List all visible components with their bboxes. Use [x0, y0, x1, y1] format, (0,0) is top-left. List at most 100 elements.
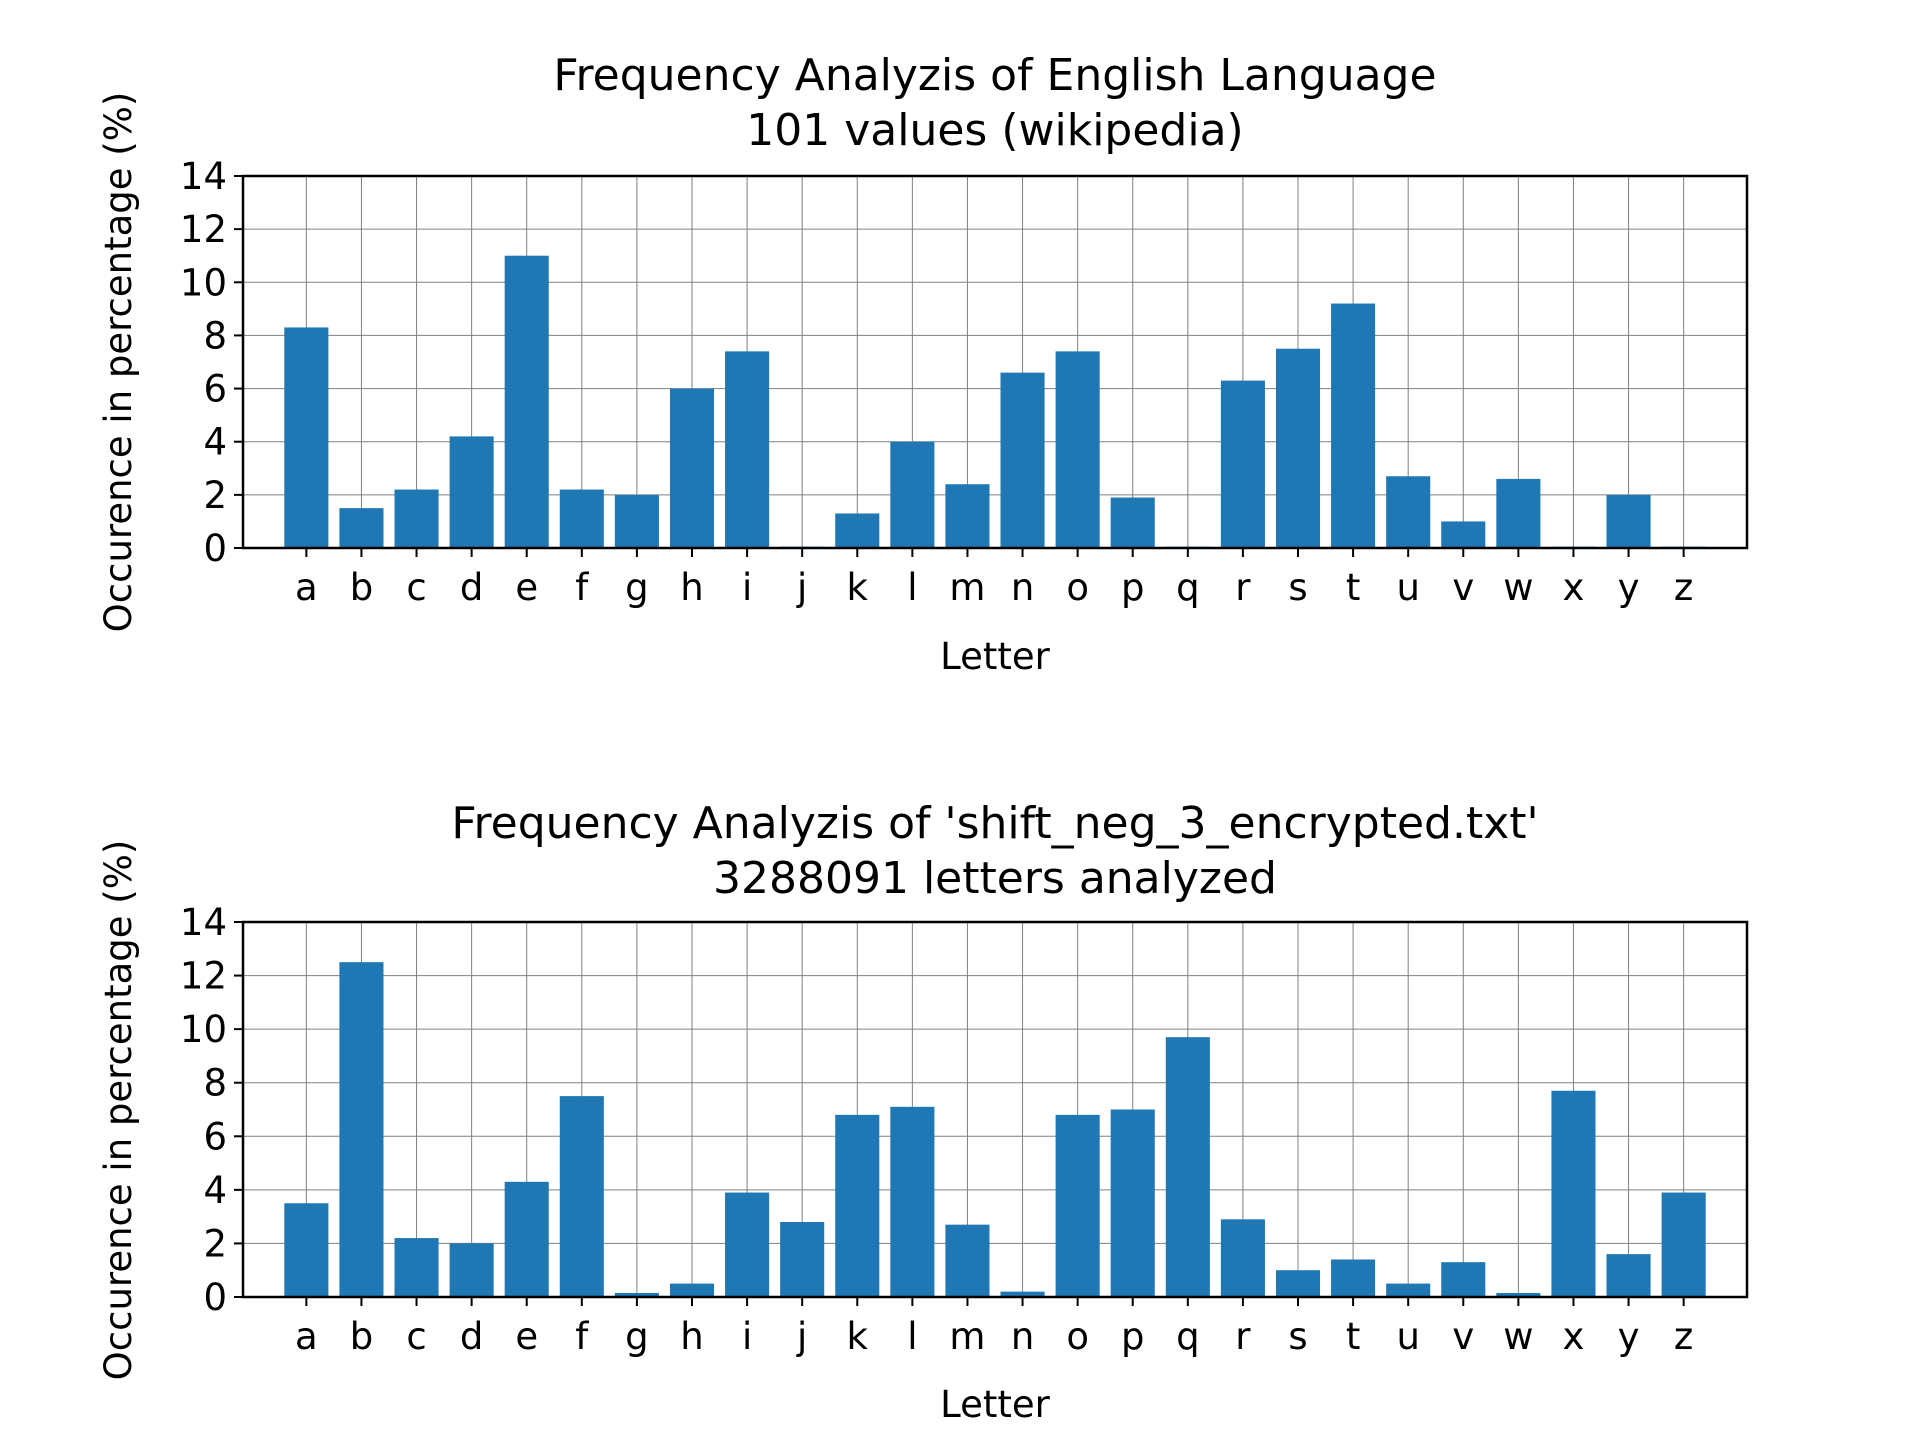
- x-tick-label: j: [796, 1315, 807, 1358]
- bar-b: [339, 962, 384, 1297]
- x-tick-label: r: [1235, 1315, 1251, 1358]
- bar-e: [504, 255, 549, 548]
- bar-d: [449, 1243, 494, 1297]
- y-tick-label: 8: [203, 314, 227, 357]
- bar-p: [1110, 497, 1155, 548]
- x-tick-label: i: [742, 1315, 752, 1358]
- bar-k: [835, 1114, 880, 1297]
- plot-frame: [241, 920, 1749, 1299]
- x-tick-label: x: [1563, 566, 1585, 609]
- plot-frame: [241, 174, 1749, 550]
- bar-u: [1386, 476, 1431, 548]
- x-tick-label: s: [1288, 1315, 1307, 1358]
- bar-v: [1441, 521, 1486, 548]
- chart-english-frequency: Frequency Analyzis of English Language 1…: [97, 50, 1749, 678]
- x-tick-label: z: [1674, 566, 1693, 609]
- bar-z: [1661, 1192, 1706, 1297]
- bar-t: [1331, 303, 1376, 548]
- grid: [243, 921, 1747, 1298]
- y-tick-label: 2: [203, 474, 227, 517]
- bar-p: [1110, 1109, 1155, 1297]
- x-tick-label: d: [460, 1315, 484, 1358]
- y-tick-label: 0: [203, 527, 227, 570]
- bar-j: [780, 1222, 825, 1297]
- bar-r: [1220, 1219, 1265, 1297]
- x-tick-label: c: [406, 1315, 426, 1358]
- x-tick-label: t: [1346, 566, 1361, 609]
- x-tick-label: w: [1503, 1315, 1533, 1358]
- bar-b: [339, 508, 384, 548]
- y-tick-label: 6: [203, 1115, 227, 1158]
- bars: [284, 962, 1706, 1297]
- y-tick-label: 14: [180, 155, 227, 198]
- y-tick-label: 14: [180, 901, 227, 944]
- bar-o: [1055, 351, 1100, 548]
- x-tick-label: u: [1396, 566, 1419, 609]
- bar-e: [504, 1181, 549, 1297]
- y-tick-label: 12: [180, 955, 227, 998]
- bar-n: [1000, 372, 1045, 548]
- x-tick-label: j: [796, 566, 807, 609]
- x-tick-label: z: [1674, 1315, 1693, 1358]
- bar-i: [725, 1192, 770, 1297]
- bar-m: [945, 484, 990, 548]
- x-tick-label: q: [1176, 566, 1200, 609]
- x-tick-label: x: [1563, 1315, 1585, 1358]
- bar-v: [1441, 1262, 1486, 1297]
- bar-n: [1000, 1291, 1045, 1297]
- bar-d: [449, 436, 494, 548]
- y-tick-label: 10: [180, 1008, 227, 1051]
- bar-h: [669, 1283, 715, 1297]
- x-tick-label: r: [1235, 566, 1251, 609]
- x-tick-label: n: [1011, 1315, 1034, 1358]
- x-tick-label: a: [295, 1315, 318, 1358]
- x-tick-label: g: [625, 1315, 649, 1358]
- y-tick-label: 6: [203, 368, 227, 411]
- bar-a: [284, 327, 329, 548]
- x-tick-label: c: [406, 566, 426, 609]
- bar-a: [284, 1203, 329, 1297]
- x-tick-label: h: [680, 566, 703, 609]
- bar-s: [1275, 1270, 1321, 1297]
- x-tick-label: e: [515, 566, 538, 609]
- y-axis-label: Occurence in percentage (%): [97, 92, 140, 633]
- x-tick-label: b: [350, 566, 374, 609]
- y-ticks: 0 2 4 6 8 10 12 14: [180, 901, 243, 1319]
- x-tick-label: f: [575, 566, 589, 609]
- y-tick-label: 10: [180, 261, 227, 304]
- x-tick-label: m: [949, 1315, 985, 1358]
- y-tick-label: 2: [203, 1222, 227, 1265]
- x-tick-label: l: [907, 566, 917, 609]
- x-tick-label: p: [1121, 566, 1145, 609]
- y-tick-label: 4: [203, 1169, 227, 1212]
- y-tick-label: 12: [180, 208, 227, 251]
- x-tick-label: y: [1618, 566, 1640, 609]
- bar-f: [559, 1096, 604, 1297]
- x-tick-label: q: [1176, 1315, 1200, 1358]
- x-tick-label: e: [515, 1315, 538, 1358]
- x-tick-label: n: [1011, 566, 1034, 609]
- bar-q: [1165, 1037, 1210, 1297]
- y-tick-label: 0: [203, 1276, 227, 1319]
- bar-w: [1496, 478, 1541, 548]
- bar-r: [1220, 380, 1265, 548]
- bar-y: [1606, 1254, 1651, 1297]
- chart-title-line2: 3288091 letters analyzed: [713, 853, 1277, 904]
- x-tick-label: y: [1618, 1315, 1640, 1358]
- x-tick-label: i: [742, 566, 752, 609]
- bar-c: [394, 1238, 439, 1297]
- x-tick-label: p: [1121, 1315, 1145, 1358]
- bar-m: [945, 1224, 990, 1297]
- x-tick-label: m: [949, 566, 985, 609]
- bar-l: [890, 441, 935, 548]
- y-ticks: 0 2 4 6 8 10 12 14: [180, 155, 243, 570]
- y-axis-label: Occurence in percentage (%): [97, 840, 140, 1381]
- x-tick-label: h: [680, 1315, 703, 1358]
- x-tick-label: b: [350, 1315, 374, 1358]
- bar-y: [1606, 494, 1651, 548]
- x-tick-label: o: [1066, 566, 1089, 609]
- x-tick-label: v: [1452, 1315, 1474, 1358]
- bar-l: [890, 1106, 935, 1297]
